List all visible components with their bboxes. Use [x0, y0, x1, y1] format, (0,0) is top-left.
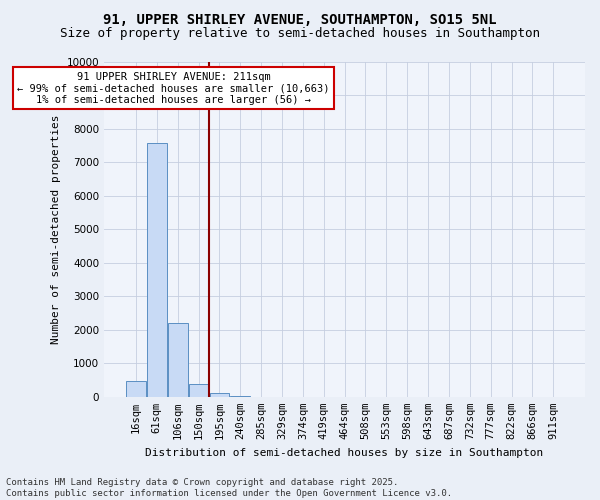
Text: Contains HM Land Registry data © Crown copyright and database right 2025.
Contai: Contains HM Land Registry data © Crown c…	[6, 478, 452, 498]
Bar	[147, 142, 167, 397]
Bar	[209, 393, 229, 397]
Y-axis label: Number of semi-detached properties: Number of semi-detached properties	[51, 114, 61, 344]
Text: Size of property relative to semi-detached houses in Southampton: Size of property relative to semi-detach…	[60, 28, 540, 40]
Bar	[168, 323, 188, 397]
X-axis label: Distribution of semi-detached houses by size in Southampton: Distribution of semi-detached houses by …	[145, 448, 544, 458]
Bar	[188, 384, 208, 397]
Text: 91 UPPER SHIRLEY AVENUE: 211sqm
← 99% of semi-detached houses are smaller (10,66: 91 UPPER SHIRLEY AVENUE: 211sqm ← 99% of…	[17, 72, 330, 105]
Text: 91, UPPER SHIRLEY AVENUE, SOUTHAMPTON, SO15 5NL: 91, UPPER SHIRLEY AVENUE, SOUTHAMPTON, S…	[103, 12, 497, 26]
Bar	[126, 380, 146, 397]
